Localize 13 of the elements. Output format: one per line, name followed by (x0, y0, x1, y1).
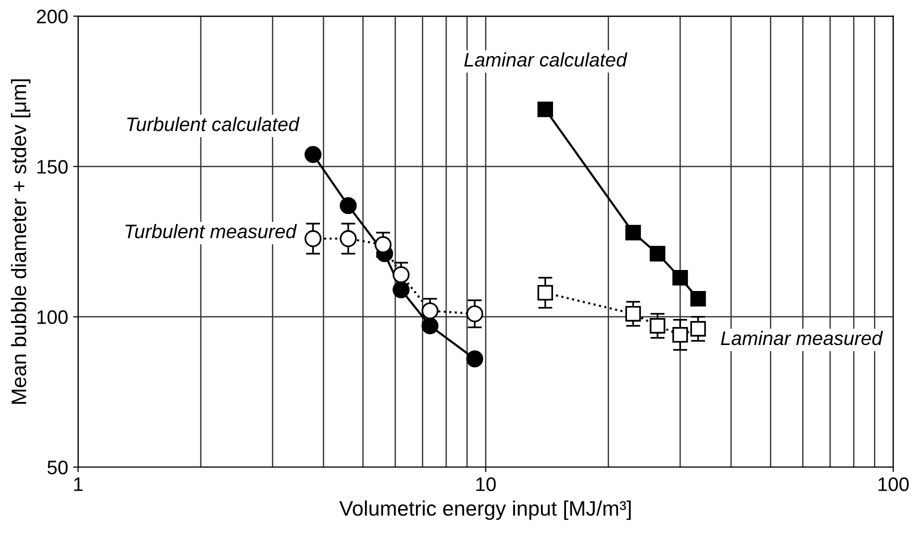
text: Laminar calculated (464, 52, 628, 67)
series-label: Laminar measured (720, 330, 883, 346)
y-axis-title: Mean bubble diameter + stdev [μm] (10, 79, 30, 404)
x-tick-label: 1 (74, 478, 83, 491)
x-tick-label: 10 (476, 477, 496, 492)
series-label: Turbulent measured (126, 224, 297, 238)
y-tick-label: 100 (37, 310, 68, 324)
y-tick-label: 50 (48, 460, 68, 474)
y-tick-label: 200 (36, 10, 68, 24)
x-axis-title: Volumetric energy input [MJ/m³] (339, 500, 631, 520)
x-tick-label: 100 (878, 477, 909, 492)
series-label: Turbulent calculated (127, 116, 300, 132)
y-tick-label: 150 (37, 160, 68, 174)
